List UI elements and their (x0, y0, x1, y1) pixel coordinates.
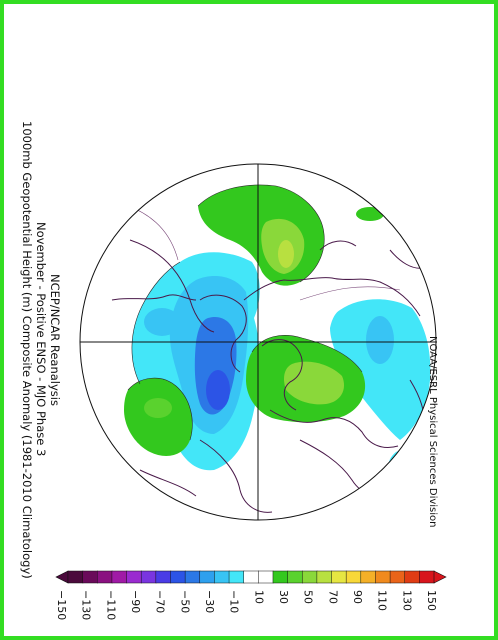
colorbar-tick-label: −10 (227, 590, 241, 614)
colorbar-swatch (389, 570, 406, 584)
colorbar-swatch (155, 570, 172, 584)
positive-anomaly-small (356, 207, 384, 221)
colorbar-tick-label: −130 (79, 590, 93, 621)
negative-anomaly-west (144, 308, 180, 336)
title-line-2: November - Positive ENSO - MJO Phase 3 (34, 222, 48, 457)
colorbar-swatch (126, 570, 142, 584)
negative-anomaly-south (388, 449, 422, 492)
colorbar-swatch (82, 570, 98, 584)
colorbar-tick-label: 50 (301, 590, 315, 604)
colorbar-swatch (214, 570, 230, 584)
coastlines (111, 239, 425, 513)
colorbar-swatch (287, 570, 303, 584)
colorbar-swatch (331, 570, 347, 584)
colorbar-swatch (184, 570, 201, 584)
title-line-3: NCEP/NCAR Reanalysis (48, 274, 62, 406)
colorbar-arrow-right (433, 570, 447, 584)
colorbar-tick-label: 30 (277, 590, 290, 604)
colorbar-tick-label: −50 (178, 590, 192, 614)
colorbar-swatch (199, 570, 216, 584)
colorbar-swatch (258, 570, 274, 584)
colorbar (55, 570, 447, 584)
colorbar-swatch (243, 570, 259, 584)
credit-label: NOAA/ESRL Physical Sciences Division (427, 336, 438, 528)
colorbar-tick-label: 10 (252, 590, 266, 604)
colorbar-swatch (67, 570, 84, 584)
colorbar-swatch (316, 570, 333, 584)
positive-anomaly-north-core (278, 240, 294, 268)
colorbar-swatch (360, 570, 377, 584)
colorbar-swatch (345, 570, 362, 584)
title-line-1: 1000mb Geopotential Height (m) Composite… (20, 121, 34, 579)
contour-lines (109, 184, 401, 441)
colorbar-tick-label: 130 (400, 590, 414, 611)
colorbar-swatch (272, 570, 289, 584)
colorbar-swatch (228, 570, 245, 584)
colorbar-swatch (375, 570, 391, 584)
colorbar-arrow-left (55, 570, 69, 584)
colorbar-swatch (140, 570, 157, 584)
colorbar-tick-label: −110 (104, 590, 118, 621)
anomaly-field (124, 184, 431, 492)
map-boundary (79, 163, 437, 521)
colorbar-tick-label: −150 (55, 590, 68, 621)
colorbar-swatch (419, 570, 435, 584)
negative-anomaly-core (206, 370, 230, 410)
positive-anomaly-pacific-core (144, 398, 172, 418)
colorbar-tick-label: −70 (153, 590, 167, 614)
colorbar-swatch (404, 570, 421, 584)
negative-anomaly-east-core (366, 316, 394, 364)
positive-anomaly-eurasia-mid (284, 361, 345, 405)
colorbar-tick-label: 150 (425, 590, 438, 611)
colorbar-tick-label: 110 (375, 590, 389, 611)
negative-anomaly-east (330, 299, 431, 440)
colorbar-swatch (170, 570, 186, 584)
colorbar-tick-label: −90 (129, 590, 142, 614)
colorbar-tick-label: −30 (203, 590, 216, 614)
colorbar-swatch (111, 570, 128, 584)
colorbar-swatch (301, 570, 318, 584)
colorbar-swatch (97, 570, 113, 584)
colorbar-tick-label: 70 (326, 590, 340, 604)
colorbar-tick-label: 90 (351, 590, 364, 604)
